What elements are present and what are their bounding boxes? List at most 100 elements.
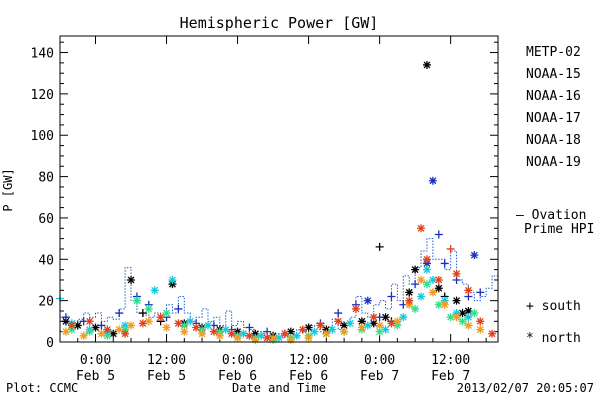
south-point: [446, 244, 455, 253]
south-point: [476, 288, 485, 297]
north-point: [257, 331, 266, 340]
north-point: [381, 325, 390, 334]
north-point: [452, 313, 461, 322]
x-tick-date-label: Feb 6: [289, 369, 328, 384]
north-point: [215, 327, 224, 336]
north-point: [464, 306, 473, 315]
south-point: [334, 309, 343, 318]
south-point: [245, 323, 254, 332]
north-point: [375, 321, 384, 330]
series-noaa-19: [67, 224, 497, 342]
north-point: [340, 327, 349, 336]
north-point: [417, 292, 426, 301]
x-tick-date-label: Feb 6: [218, 369, 257, 384]
north-point: [346, 319, 355, 328]
plot-credit: Plot: CCMC: [6, 381, 78, 395]
y-tick-label: 120: [31, 88, 54, 103]
y-tick-label: 140: [31, 47, 54, 62]
legend-entry: METP-02: [526, 45, 581, 60]
north-point: [428, 288, 437, 297]
north-point: [470, 251, 479, 260]
north-point: [275, 333, 283, 342]
north-point: [121, 325, 130, 334]
x-tick-date-label: Feb 5: [76, 369, 115, 384]
plot-frame: [59, 35, 499, 343]
data-points: [56, 60, 497, 344]
north-point: [440, 296, 449, 305]
north-point: [316, 321, 325, 330]
north-point: [132, 296, 141, 305]
north-point: [85, 327, 94, 336]
north-point: [340, 321, 349, 330]
y-tick-label: 100: [31, 129, 54, 144]
north-point: [97, 329, 106, 338]
south-point: [387, 292, 396, 301]
north-point: [144, 317, 153, 326]
north-point: [162, 309, 171, 318]
north-point: [328, 325, 337, 334]
north-point: [470, 309, 479, 318]
north-point: [198, 325, 207, 334]
north-point: [387, 319, 396, 328]
legend-entry: NOAA-18: [526, 133, 581, 148]
x-axis-label: Date and Time: [232, 381, 326, 395]
north-point: [405, 296, 414, 305]
x-tick-time-label: 0:00: [222, 353, 253, 368]
north-point: [411, 265, 420, 274]
north-point: [292, 331, 301, 340]
north-point: [251, 329, 260, 338]
north-point: [245, 331, 254, 340]
legend-entry: NOAA-15: [526, 67, 581, 82]
north-point: [452, 309, 461, 318]
north-point: [121, 321, 130, 330]
north-point: [399, 313, 408, 322]
south-point: [375, 242, 384, 251]
north-point: [85, 317, 94, 326]
south-point: [174, 304, 183, 313]
marker-legend-entry: + south: [526, 299, 581, 314]
north-point: [227, 329, 236, 338]
north-point: [357, 317, 366, 326]
y-tick-label: 20: [38, 295, 54, 310]
north-point: [434, 300, 443, 309]
north-point: [440, 300, 449, 309]
north-point: [464, 286, 473, 295]
x-tick-time-label: 12:00: [431, 353, 470, 368]
plot-timestamp: 2013/02/07 20:05:07: [457, 381, 594, 395]
north-point: [61, 327, 70, 336]
north-point: [428, 176, 437, 185]
north-point: [168, 275, 177, 284]
north-point: [192, 323, 201, 332]
north-point: [434, 275, 443, 284]
north-point: [121, 329, 130, 338]
legend-entry: NOAA-19: [526, 155, 581, 170]
north-point: [138, 319, 147, 328]
series-noaa-18: [61, 275, 485, 344]
north-point: [144, 304, 153, 313]
north-point: [127, 321, 136, 330]
north-point: [369, 313, 378, 322]
north-point: [73, 321, 82, 330]
north-point: [334, 317, 343, 326]
south-point: [138, 309, 147, 318]
ovation-legend-line1: — Ovation: [516, 208, 586, 223]
north-point: [304, 323, 313, 332]
south-point: [411, 280, 420, 289]
legend-entry: NOAA-16: [526, 89, 581, 104]
north-point: [286, 327, 295, 336]
south-point: [97, 321, 106, 330]
north-point: [174, 319, 183, 328]
ovation-legend-line2: Prime HPI: [524, 222, 594, 237]
north-point: [103, 325, 112, 334]
north-point: [411, 304, 420, 313]
x-tick-date-label: Feb 5: [147, 369, 186, 384]
south-point: [115, 309, 124, 318]
y-tick-label: 60: [38, 212, 54, 227]
north-point: [269, 333, 278, 342]
y-tick-label: 40: [38, 253, 54, 268]
north-point: [127, 275, 136, 284]
north-point: [381, 313, 390, 322]
south-point: [440, 259, 449, 268]
north-point: [180, 327, 189, 336]
